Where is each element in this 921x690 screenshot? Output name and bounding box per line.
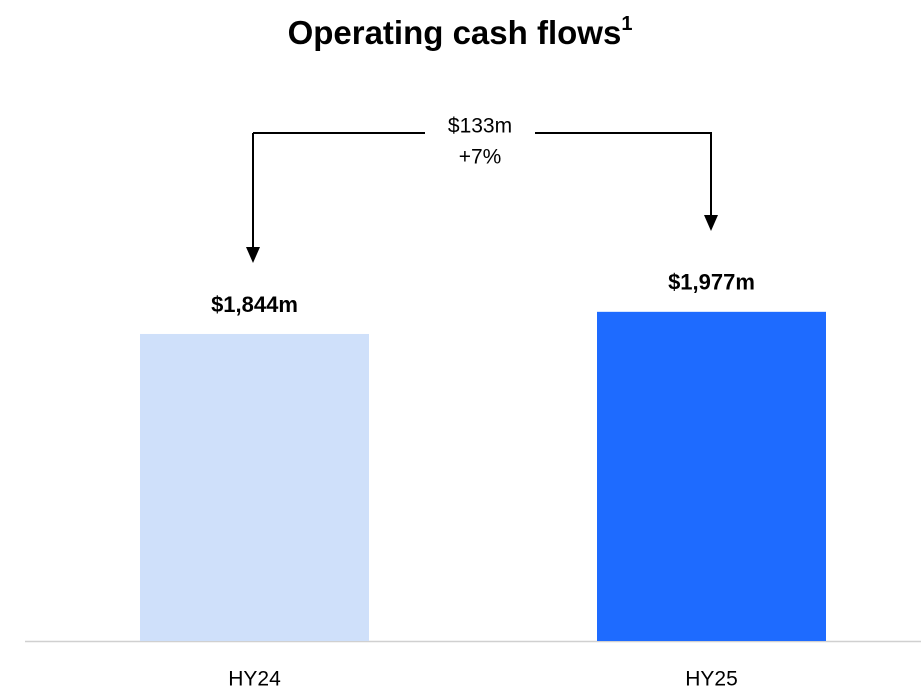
- bar: [597, 311, 826, 641]
- value-label: $1,844m: [211, 292, 298, 317]
- x-tick-label: HY24: [228, 668, 281, 690]
- chart-title: Operating cash flows1: [288, 13, 633, 50]
- x-tick-label: HY25: [685, 668, 738, 690]
- value-label: $1,977m: [668, 270, 755, 295]
- title-note: 1: [621, 13, 632, 35]
- arrow-head: [246, 247, 260, 263]
- change-pct-label: +7%: [459, 146, 502, 169]
- bar: [140, 333, 369, 641]
- arrow-head: [704, 215, 718, 231]
- change-arrows: [252, 132, 712, 250]
- change-label: $133m: [448, 115, 512, 138]
- title-text: Operating cash flows: [288, 14, 622, 51]
- arrow-line: [535, 132, 712, 217]
